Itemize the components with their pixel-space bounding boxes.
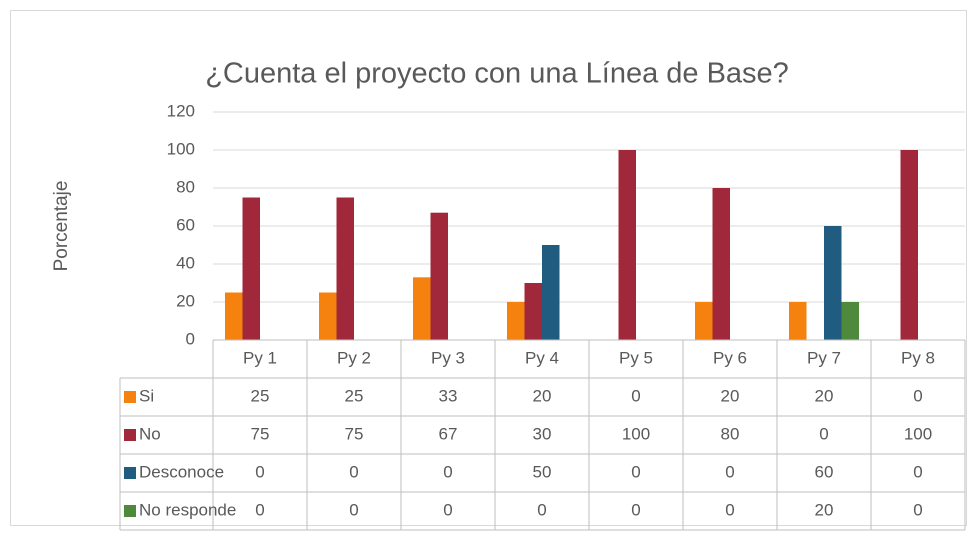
bar xyxy=(242,197,260,340)
x-tick-label: Py 7 xyxy=(807,348,841,367)
table-value: 0 xyxy=(443,500,452,519)
legend-label: Si xyxy=(139,386,154,405)
table-value: 50 xyxy=(533,462,552,481)
table-value: 0 xyxy=(631,386,640,405)
bar xyxy=(430,212,448,340)
bar xyxy=(841,302,859,340)
chart-border xyxy=(10,10,967,526)
table-value: 60 xyxy=(815,462,834,481)
legend-label: No responde xyxy=(139,500,236,519)
legend-label: Desconoce xyxy=(139,462,224,481)
x-tick-label: Py 4 xyxy=(525,348,559,367)
bar xyxy=(319,292,337,340)
chart-title: ¿Cuenta el proyecto con una Línea de Bas… xyxy=(205,58,789,90)
x-tick-label: Py 2 xyxy=(337,348,371,367)
bar xyxy=(507,302,525,340)
table-value: 75 xyxy=(345,424,364,443)
table-value: 100 xyxy=(622,424,650,443)
x-tick-label: Py 1 xyxy=(243,348,277,367)
bar xyxy=(900,150,918,340)
legend-key xyxy=(124,429,136,441)
table-value: 0 xyxy=(255,462,264,481)
table-value: 0 xyxy=(913,386,922,405)
table-value: 20 xyxy=(815,500,834,519)
table-value: 0 xyxy=(537,500,546,519)
legend-key xyxy=(124,391,136,403)
y-axis-label: Porcentaje xyxy=(51,181,72,272)
table-value: 0 xyxy=(349,500,358,519)
bar xyxy=(225,292,243,340)
table-value: 0 xyxy=(349,462,358,481)
y-tick-label: 0 xyxy=(186,329,195,348)
x-tick-label: Py 6 xyxy=(713,348,747,367)
table-value: 30 xyxy=(533,424,552,443)
table-value: 0 xyxy=(255,500,264,519)
y-tick-label: 20 xyxy=(176,291,195,310)
bar xyxy=(542,245,560,340)
table-value: 0 xyxy=(913,500,922,519)
bar xyxy=(618,150,636,340)
table-value: 33 xyxy=(439,386,458,405)
table-value: 0 xyxy=(913,462,922,481)
legend-label: No xyxy=(139,424,161,443)
table-value: 0 xyxy=(819,424,828,443)
table-value: 25 xyxy=(251,386,270,405)
table-value: 75 xyxy=(251,424,270,443)
table-value: 20 xyxy=(533,386,552,405)
x-tick-label: Py 5 xyxy=(619,348,653,367)
table-value: 20 xyxy=(721,386,740,405)
bar xyxy=(789,302,807,340)
bar xyxy=(413,277,431,340)
legend-key xyxy=(124,467,136,479)
table-value: 0 xyxy=(725,462,734,481)
bar xyxy=(336,197,354,340)
table-value: 0 xyxy=(725,500,734,519)
table-value: 80 xyxy=(721,424,740,443)
y-tick-label: 120 xyxy=(167,101,195,120)
table-value: 100 xyxy=(904,424,932,443)
table-value: 25 xyxy=(345,386,364,405)
bar xyxy=(824,226,842,340)
bar xyxy=(524,283,542,340)
x-tick-label: Py 3 xyxy=(431,348,465,367)
table-value: 20 xyxy=(815,386,834,405)
bar xyxy=(712,188,730,340)
table-value: 67 xyxy=(439,424,458,443)
table-value: 0 xyxy=(631,500,640,519)
legend-key xyxy=(124,505,136,517)
y-tick-label: 60 xyxy=(176,215,195,234)
table-value: 0 xyxy=(443,462,452,481)
x-tick-label: Py 8 xyxy=(901,348,935,367)
y-tick-label: 100 xyxy=(167,139,195,158)
y-tick-label: 40 xyxy=(176,253,195,272)
y-tick-label: 80 xyxy=(176,177,195,196)
table-value: 0 xyxy=(631,462,640,481)
bar xyxy=(695,302,713,340)
